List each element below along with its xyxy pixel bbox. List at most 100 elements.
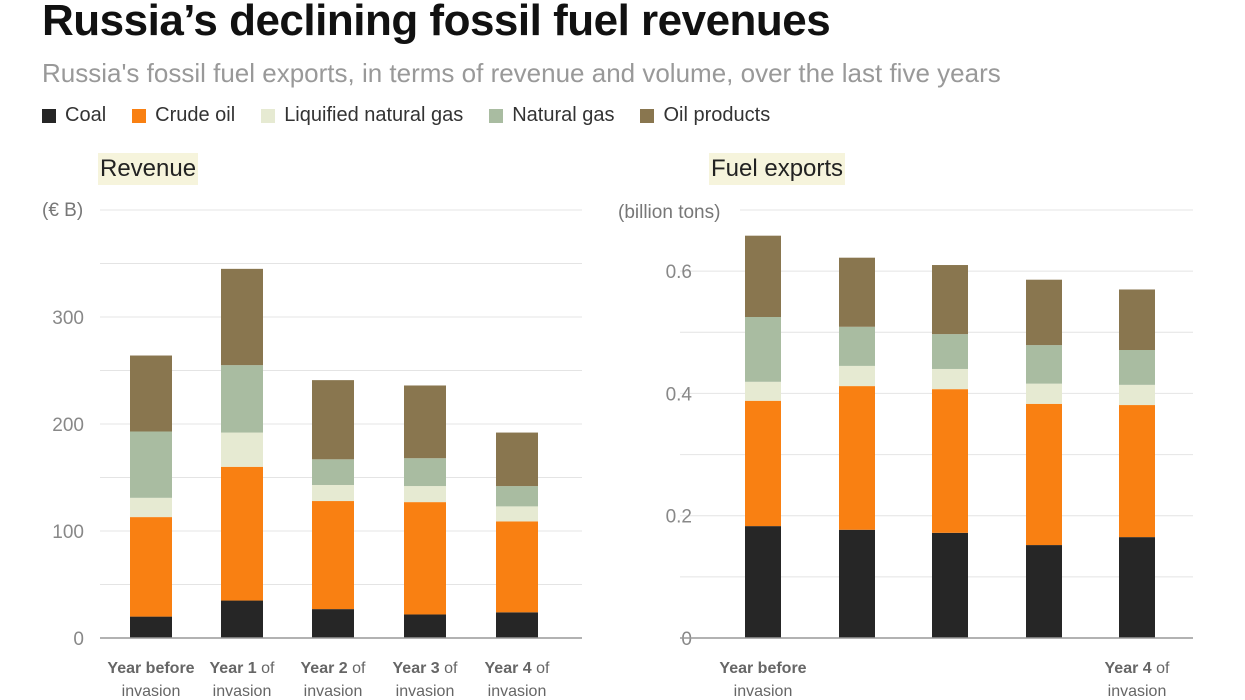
- x-tick-label: Year 3 of: [393, 660, 459, 677]
- bar-segment-coal: [496, 612, 538, 638]
- x-tick-label-line2: invasion: [488, 683, 547, 700]
- x-tick-label-line2: invasion: [734, 683, 793, 700]
- y-tick-label: 0: [681, 629, 692, 650]
- legend-swatch: [489, 108, 504, 123]
- bar-segment-liquified-natural-gas: [221, 432, 263, 467]
- bar-segment-coal: [839, 529, 875, 638]
- bar-segment-crude-oil: [312, 501, 354, 610]
- x-tick-label-line2: invasion: [122, 683, 181, 700]
- bar-segment-liquified-natural-gas: [1119, 384, 1155, 406]
- x-tick-label: Year before: [719, 660, 806, 677]
- legend-swatch: [132, 108, 147, 123]
- bar-segment-natural-gas: [312, 459, 354, 485]
- chart-subtitle: Russia's fossil fuel exports, in terms o…: [42, 58, 1001, 88]
- bar-segment-crude-oil: [932, 389, 968, 533]
- bar-segment-oil-products: [1119, 289, 1155, 351]
- bar-segment-natural-gas: [496, 486, 538, 507]
- bar-segment-natural-gas: [1026, 345, 1062, 384]
- exports-panel-title: Fuel exports: [709, 153, 846, 185]
- bar-segment-crude-oil: [221, 466, 263, 601]
- bar-segment-coal: [404, 614, 446, 638]
- bar-segment-natural-gas: [1119, 350, 1155, 385]
- bar-segment-oil-products: [312, 380, 354, 460]
- bar-segment-liquified-natural-gas: [312, 484, 354, 502]
- bar-segment-natural-gas: [839, 326, 875, 366]
- legend-label: Oil products: [663, 104, 771, 126]
- bar-segment-liquified-natural-gas: [1026, 383, 1062, 404]
- x-tick-label: Year 2 of: [301, 660, 367, 677]
- bar-segment-natural-gas: [221, 365, 263, 433]
- x-tick-label: Year 4 of: [485, 660, 551, 677]
- bar-segment-coal: [221, 600, 263, 638]
- revenue-panel-title: Revenue: [98, 153, 199, 185]
- bar-segment-coal: [932, 532, 968, 638]
- bar-segment-crude-oil: [1026, 403, 1062, 546]
- y-axis-unit: (billion tons): [618, 202, 720, 223]
- bar-segment-coal: [1026, 545, 1062, 638]
- y-tick-label: 0.4: [666, 384, 693, 405]
- bar-segment-oil-products: [932, 265, 968, 335]
- x-tick-label-line2: invasion: [396, 683, 455, 700]
- legend-swatch: [640, 108, 655, 123]
- x-tick-label-rest: of: [1152, 660, 1170, 677]
- y-tick-label: 100: [52, 522, 84, 543]
- legend-item-coal: Coal: [42, 104, 106, 127]
- legend-swatch: [42, 108, 56, 123]
- x-tick-label-bold: Year 1: [210, 660, 257, 677]
- bar-segment-crude-oil: [496, 521, 538, 613]
- bar-segment-liquified-natural-gas: [932, 368, 968, 390]
- x-tick-label: Year before: [107, 660, 194, 677]
- y-tick-label: 200: [52, 415, 84, 436]
- legend-item-crude-oil: Crude oil: [132, 104, 235, 127]
- x-tick-label: Year 4 of: [1105, 660, 1171, 677]
- x-tick-label-rest: of: [440, 660, 458, 677]
- x-tick-label: Year 1 of: [210, 660, 276, 677]
- bar-segment-crude-oil: [404, 502, 446, 615]
- bar-segment-oil-products: [221, 268, 263, 366]
- bar-segment-natural-gas: [404, 458, 446, 487]
- bar-segment-coal: [312, 609, 354, 638]
- x-tick-label-bold: Year before: [107, 660, 194, 677]
- legend-item-oil-products: Oil products: [640, 104, 770, 127]
- legend-label: Natural gas: [512, 104, 615, 126]
- bar-segment-coal: [130, 616, 172, 638]
- x-tick-label-rest: of: [532, 660, 550, 677]
- legend-item-natural-gas: Natural gas: [489, 104, 614, 127]
- bar-segment-oil-products: [839, 257, 875, 327]
- bar-segment-liquified-natural-gas: [745, 381, 781, 401]
- y-axis-unit: (€ B): [42, 200, 83, 221]
- bar-segment-natural-gas: [130, 431, 172, 498]
- y-tick-label: 0.2: [666, 507, 692, 528]
- bar-segment-oil-products: [745, 235, 781, 317]
- bar-segment-oil-products: [1026, 279, 1062, 346]
- x-tick-label-bold: Year 2: [301, 660, 348, 677]
- bar-segment-natural-gas: [932, 334, 968, 369]
- bar-segment-crude-oil: [745, 400, 781, 527]
- chart-title: Russia’s declining fossil fuel revenues: [42, 0, 831, 45]
- x-tick-label-rest: of: [348, 660, 366, 677]
- bar-segment-coal: [1119, 537, 1155, 638]
- bar-segment-crude-oil: [130, 517, 172, 617]
- legend: Coal Crude oil Liquified natural gas Nat…: [42, 104, 770, 127]
- y-tick-label: 0: [73, 629, 84, 650]
- y-tick-label: 300: [52, 308, 84, 329]
- x-tick-label-bold: Year 4: [1105, 660, 1152, 677]
- legend-label: Liquified natural gas: [284, 104, 464, 126]
- x-tick-label-bold: Year 4: [485, 660, 532, 677]
- y-tick-label: 0.6: [666, 262, 692, 283]
- legend-label: Crude oil: [155, 104, 236, 126]
- bar-segment-crude-oil: [1119, 405, 1155, 538]
- x-tick-label-bold: Year before: [719, 660, 806, 677]
- bar-segment-liquified-natural-gas: [496, 506, 538, 522]
- bar-segment-crude-oil: [839, 386, 875, 530]
- x-tick-label-rest: of: [257, 660, 275, 677]
- bar-segment-liquified-natural-gas: [130, 497, 172, 518]
- bar-segment-natural-gas: [745, 317, 781, 382]
- bar-segment-liquified-natural-gas: [839, 365, 875, 387]
- bar-segment-oil-products: [496, 432, 538, 487]
- legend-swatch: [261, 108, 276, 123]
- bar-segment-oil-products: [130, 355, 172, 432]
- x-tick-label-bold: Year 3: [393, 660, 440, 677]
- legend-item-lng: Liquified natural gas: [261, 104, 463, 127]
